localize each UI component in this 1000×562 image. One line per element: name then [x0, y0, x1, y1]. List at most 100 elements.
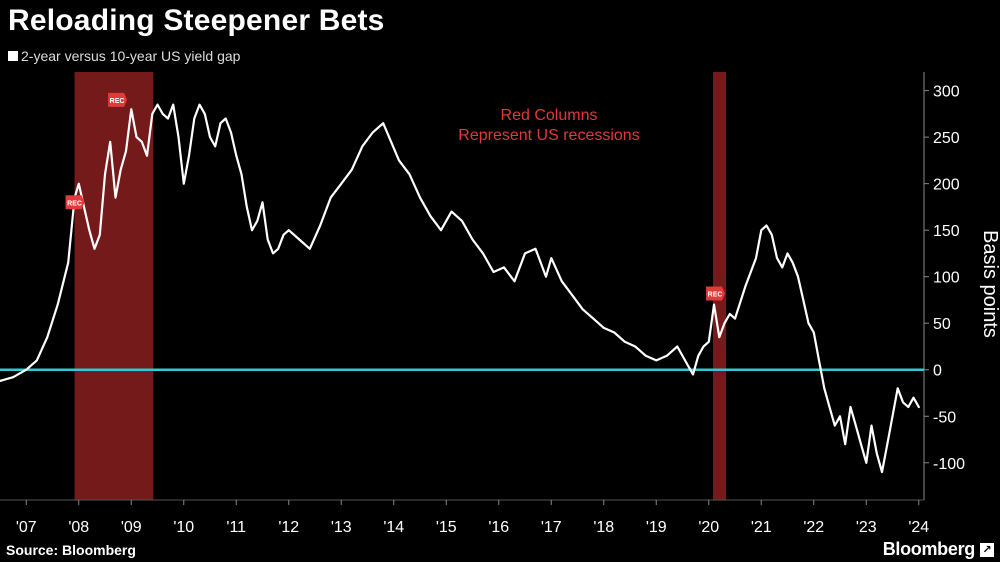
data-point	[209, 136, 211, 138]
x-tick-label: '11	[226, 519, 246, 536]
data-point	[256, 220, 258, 222]
data-point	[246, 206, 248, 208]
x-tick-label: '22	[803, 519, 824, 536]
data-point	[708, 341, 710, 343]
series-line-1	[0, 103, 920, 474]
y-tick-label: 300	[933, 84, 960, 101]
data-point	[634, 345, 636, 348]
data-point	[545, 276, 547, 278]
data-point	[288, 229, 290, 231]
data-point	[0, 380, 1, 382]
data-point	[912, 397, 915, 399]
data-point	[786, 252, 789, 255]
data-point	[807, 322, 810, 324]
y-tick-label: 200	[933, 177, 960, 194]
chart-title: Reloading Steepener Bets	[8, 4, 385, 37]
data-point	[267, 238, 269, 241]
data-point	[718, 336, 720, 338]
y-tick-label: 0	[933, 363, 942, 380]
data-point	[844, 443, 846, 445]
data-point	[46, 336, 48, 338]
data-point	[172, 103, 174, 106]
data-point	[729, 313, 731, 315]
data-point	[492, 271, 495, 273]
data-point	[534, 248, 537, 250]
data-point	[792, 262, 794, 264]
data-point	[193, 117, 195, 120]
data-point	[188, 155, 190, 157]
data-point	[692, 373, 694, 375]
data-point	[891, 415, 894, 417]
x-tick-label: '16	[488, 519, 509, 536]
data-point	[734, 317, 736, 320]
recession-column-2	[712, 72, 727, 500]
data-point	[225, 117, 227, 120]
data-point	[582, 308, 584, 310]
data-point	[702, 345, 705, 348]
y-tick-label: 150	[933, 223, 960, 240]
data-point	[429, 215, 432, 217]
data-point	[408, 173, 411, 175]
data-point	[272, 252, 274, 255]
data-point	[57, 304, 59, 306]
y-tick-label: 250	[933, 130, 960, 147]
data-point	[849, 406, 852, 408]
legend-label: 2-year versus 10-year US yield gap	[21, 48, 241, 64]
data-point	[135, 136, 138, 138]
data-point	[440, 229, 442, 231]
data-point	[125, 150, 127, 152]
data-point	[214, 145, 216, 148]
data-point	[390, 141, 392, 143]
data-point	[876, 452, 878, 455]
data-point	[204, 113, 206, 115]
data-point	[513, 280, 516, 282]
data-point	[503, 266, 505, 268]
data-point	[261, 201, 264, 203]
data-point	[461, 220, 463, 222]
data-point	[398, 159, 400, 161]
x-tick-label: '18	[593, 519, 614, 536]
data-point	[330, 197, 332, 199]
data-point	[361, 145, 363, 148]
y-axis-label: Basis points	[979, 230, 1000, 338]
data-point	[760, 229, 762, 231]
data-point	[603, 327, 605, 329]
x-tick-label: '19	[646, 519, 667, 536]
data-point	[744, 285, 747, 287]
data-point	[776, 257, 778, 259]
data-point	[419, 197, 421, 199]
data-point	[67, 262, 69, 264]
data-point	[12, 376, 14, 378]
data-point	[765, 224, 768, 227]
legend: 2-year versus 10-year US yield gap	[8, 48, 240, 64]
data-point	[104, 173, 106, 175]
data-point	[471, 238, 474, 241]
data-point	[309, 248, 311, 250]
data-point	[592, 317, 594, 320]
data-point	[571, 294, 573, 296]
data-point	[771, 234, 773, 236]
data-point	[870, 424, 873, 427]
data-point	[156, 103, 159, 106]
data-point	[88, 229, 90, 231]
data-point	[687, 364, 689, 366]
data-point	[83, 206, 85, 208]
data-point	[146, 155, 148, 157]
data-point	[382, 122, 384, 124]
data-point	[855, 424, 857, 427]
data-point	[865, 462, 867, 464]
data-point	[655, 359, 657, 362]
rec-marker-label: REC	[708, 291, 723, 298]
rec-marker-label: REC	[67, 200, 82, 207]
x-tick-label: '07	[16, 519, 37, 536]
data-point	[230, 131, 232, 134]
brand-name: Bloomberg	[882, 539, 976, 559]
x-tick-label: '12	[278, 519, 299, 536]
data-point	[697, 355, 699, 357]
data-point	[907, 406, 909, 408]
x-tick-label: '20	[698, 519, 719, 536]
x-tick-label: '10	[173, 519, 194, 536]
rec-flag-icon	[706, 286, 726, 301]
data-point	[151, 113, 153, 115]
data-point	[524, 252, 526, 255]
